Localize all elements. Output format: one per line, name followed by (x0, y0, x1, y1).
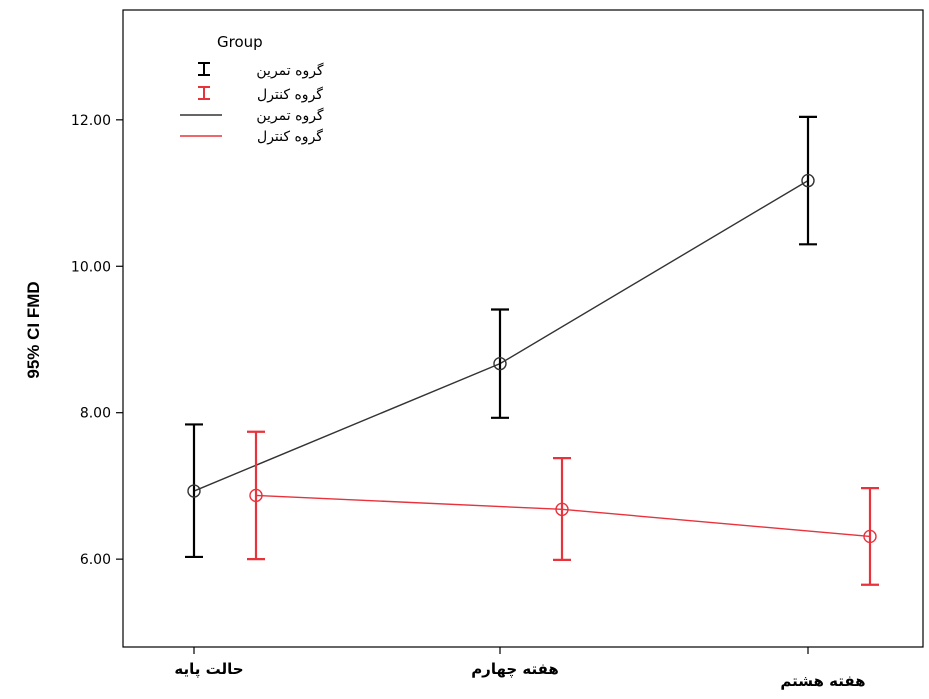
plot-frame (122, 9, 924, 648)
y-tick-label: 12.00 (71, 113, 111, 129)
legend-label: گروه تمرین (256, 107, 324, 124)
mean-point (801, 173, 815, 188)
mean-point (493, 356, 507, 371)
error-bar (799, 115, 817, 246)
legend: Group گروه تمرین گروه کنترل گروه تمرین گروه… (180, 33, 324, 145)
x-axis: حالت پایه هفته چهارم هفته هشتم (174, 647, 866, 690)
x-tick-label: هفته چهارم (471, 660, 559, 679)
legend-label: گروه کنترل (257, 86, 323, 103)
series-layer (185, 115, 879, 586)
legend-label: گروه کنترل (257, 128, 323, 145)
series-2 (247, 430, 879, 586)
y-tick-label: 6.00 (80, 552, 111, 568)
y-tick-label: 10.00 (71, 259, 111, 275)
x-tick-label: هفته هشتم (780, 672, 865, 690)
y-tick-label: 8.00 (80, 406, 111, 422)
y-axis-label: 95% CI FMD (24, 281, 43, 378)
mean-point (187, 484, 201, 498)
mean-point (863, 529, 877, 544)
error-bar (247, 430, 265, 561)
legend-title: Group (217, 33, 263, 51)
mean-point (249, 488, 263, 503)
error-bar (185, 423, 203, 559)
legend-errorbar-symbol (198, 62, 210, 76)
legend-errorbar-symbol (198, 86, 210, 100)
y-axis: 6.00 8.00 10.00 12.00 (71, 113, 123, 568)
legend-label: گروه تمرین (256, 62, 324, 79)
error-bar (861, 487, 879, 586)
error-bar (491, 308, 509, 419)
series-1 (185, 115, 817, 559)
mean-point (555, 502, 569, 517)
x-tick-label: حالت پایه (174, 660, 243, 679)
error-bar (553, 456, 571, 561)
